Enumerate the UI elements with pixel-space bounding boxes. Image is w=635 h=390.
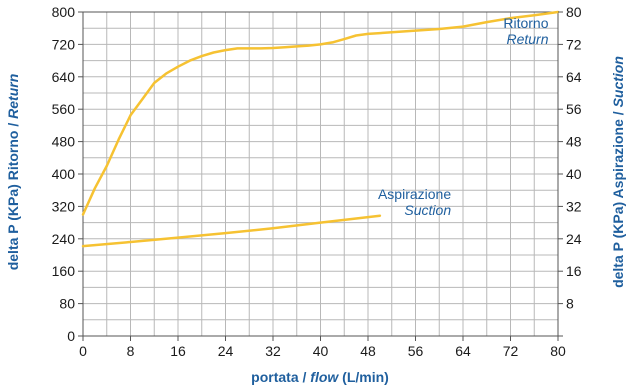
y-left-tick-label: 640 — [52, 69, 76, 85]
y-left-tick-label: 560 — [52, 101, 76, 117]
y-right-tick-label: 80 — [566, 4, 582, 20]
series-line-ritorno — [81, 10, 560, 216]
y-left-axis-title: delta P (KPa) Ritorno / Return — [5, 74, 21, 271]
x-tick-label: 56 — [408, 343, 424, 359]
x-tick-label: 0 — [79, 343, 87, 359]
y-left-tick-label: 240 — [52, 231, 76, 247]
x-tick-label: 80 — [550, 343, 566, 359]
y-left-tick-label: 400 — [52, 166, 76, 182]
annotation-label: Ritorno — [503, 15, 548, 31]
y-left-tick-label: 160 — [52, 263, 76, 279]
annotation-label: Aspirazione — [378, 186, 451, 202]
y-left-tick-label: 720 — [52, 36, 76, 52]
y-right-tick-label: 48 — [566, 134, 582, 150]
y-right-axis-title: delta P (KPa) Aspirazione / Suction — [610, 56, 626, 288]
y-left-tick-labels: 0 80 160 240 320 400 480 560 640 720 800 — [52, 4, 83, 344]
x-tick-label: 24 — [218, 343, 234, 359]
grid — [83, 12, 558, 336]
y-right-tick-label: 64 — [566, 69, 582, 85]
annotation-label-italic: Return — [506, 31, 548, 47]
series-lines — [81, 10, 560, 248]
x-tick-label: 48 — [360, 343, 376, 359]
x-axis-title: portata / flow (L/min) — [251, 369, 389, 385]
x-tick-label: 32 — [265, 343, 281, 359]
y-left-tick-label: 320 — [52, 198, 76, 214]
y-right-tick-label: 32 — [566, 198, 582, 214]
x-tick-labels: 0 8 16 24 32 40 48 56 64 72 80 — [79, 336, 566, 359]
y-left-tick-label: 480 — [52, 134, 76, 150]
y-right-tick-label: 56 — [566, 101, 582, 117]
y-left-tick-label: 0 — [67, 328, 75, 344]
x-tick-label: 72 — [503, 343, 519, 359]
y-right-tick-label: 24 — [566, 231, 582, 247]
y-right-tick-label: 40 — [566, 166, 582, 182]
y-right-tick-labels: 8 16 24 32 40 48 56 64 72 80 — [558, 4, 582, 337]
y-left-tick-label: 80 — [59, 296, 75, 312]
series-line-aspirazione — [81, 214, 382, 248]
x-tick-label: 40 — [313, 343, 329, 359]
y-right-tick-label: 8 — [566, 296, 574, 312]
x-tick-label: 64 — [455, 343, 471, 359]
x-tick-label: 16 — [170, 343, 186, 359]
x-tick-label: 8 — [127, 343, 135, 359]
y-right-tick-label: 72 — [566, 36, 582, 52]
y-left-tick-label: 800 — [52, 4, 76, 20]
annotation-label-italic: Suction — [404, 202, 451, 218]
y-right-tick-label: 16 — [566, 263, 582, 279]
